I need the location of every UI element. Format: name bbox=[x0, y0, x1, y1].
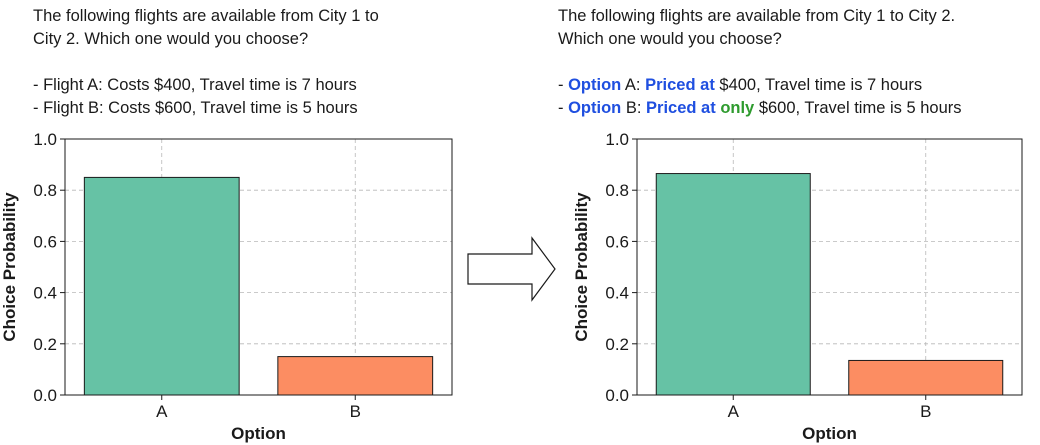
left-prompt-line1: The following flights are available from… bbox=[33, 7, 379, 25]
right-ytick-label: 0.8 bbox=[605, 181, 629, 200]
right-prompt-text: The following flights are available from… bbox=[558, 5, 962, 120]
left-prompt-text: The following flights are available from… bbox=[33, 5, 379, 120]
option-a-rest1: A: bbox=[621, 76, 646, 94]
option-a-rest2: $400, Travel time is 7 hours bbox=[714, 76, 923, 94]
right-bar-a bbox=[655, 173, 811, 396]
right-arrow-icon bbox=[467, 236, 556, 302]
option-b-word-option: Option bbox=[568, 99, 622, 117]
right-xtick-label-b: B bbox=[920, 402, 931, 421]
left-xtick-label-b: B bbox=[350, 402, 361, 421]
right-prompt-line1: The following flights are available from… bbox=[558, 7, 956, 25]
left-prompt-line2: City 2. Which one would you choose? bbox=[33, 30, 309, 48]
left-ytick-label: 0.2 bbox=[33, 335, 57, 354]
left-ytick-label: 0.4 bbox=[33, 284, 57, 303]
left-option-a: - Flight A: Costs $400, Travel time is 7… bbox=[33, 76, 357, 94]
left-ytick-label: 0.8 bbox=[33, 181, 57, 200]
option-b-word-only: only bbox=[720, 99, 755, 117]
transform-arrow bbox=[467, 236, 556, 302]
right-x-axis-label: Option bbox=[802, 424, 857, 443]
left-ytick-label: 0.0 bbox=[33, 386, 57, 405]
right-y-axis-label: Choice Probability bbox=[572, 192, 591, 342]
right-prompt-line2: Which one would you choose? bbox=[558, 30, 782, 48]
left-x-axis-label: Option bbox=[231, 424, 286, 443]
right-ytick-label: 0.0 bbox=[605, 386, 629, 405]
option-a-word-priced: Priced at bbox=[645, 76, 715, 94]
right-option-a: - Option A: Priced at $400, Travel time … bbox=[558, 74, 962, 97]
left-ytick-label: 0.6 bbox=[33, 232, 57, 251]
right-bar-b bbox=[848, 359, 1004, 396]
option-b-rest2: $600, Travel time is 5 hours bbox=[754, 99, 962, 117]
right-ytick-label: 0.6 bbox=[605, 232, 629, 251]
right-ytick-label: 1.0 bbox=[605, 130, 629, 149]
left-option-b: - Flight B: Costs $600, Travel time is 5… bbox=[33, 99, 358, 117]
right-ytick-label: 0.2 bbox=[605, 335, 629, 354]
option-a-word-option: Option bbox=[568, 76, 622, 94]
left-bar-chart: 0.0 0.2 0.4 0.6 0.8 1.0 A B Option Choice Probabi… bbox=[0, 130, 453, 443]
option-b-rest1: B: bbox=[621, 99, 647, 117]
option-b-dash: - bbox=[558, 99, 569, 117]
left-bar-b bbox=[277, 356, 434, 396]
left-ytick-label: 1.0 bbox=[33, 130, 57, 149]
right-option-b: - Option B: Priced at only $600, Travel … bbox=[558, 97, 962, 120]
left-plot-frame bbox=[64, 138, 453, 396]
left-xtick-label-a: A bbox=[156, 402, 168, 421]
left-y-axis-label: Choice Probability bbox=[0, 192, 19, 342]
option-b-word-priced: Priced at bbox=[646, 99, 716, 117]
left-bar-a bbox=[83, 176, 240, 396]
right-ytick-label: 0.4 bbox=[605, 284, 629, 303]
option-a-dash: - bbox=[558, 76, 569, 94]
right-xtick-label-a: A bbox=[728, 402, 740, 421]
right-bar-chart: 0.0 0.2 0.4 0.6 0.8 1.0 A B Option Choice Probabi… bbox=[572, 130, 1023, 443]
right-plot-frame bbox=[636, 138, 1023, 396]
